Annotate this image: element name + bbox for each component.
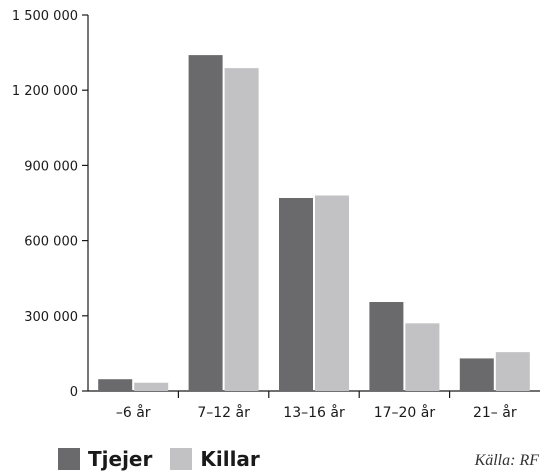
legend-label-killar: Killar — [200, 447, 260, 471]
y-tick-label: 300 000 — [24, 310, 78, 325]
bar-tjejer-3 — [369, 302, 404, 391]
bars-group — [98, 55, 530, 392]
x-axis: –6 år 7–12 år 13–16 år 17–20 år 21– år — [88, 390, 540, 421]
legend-swatch-tjejer — [58, 448, 80, 470]
bar-tjejer-0 — [98, 379, 133, 391]
legend-swatch-killar — [170, 448, 193, 470]
x-tick-label: 21– år — [473, 404, 517, 421]
bar-tjejer-4 — [459, 358, 494, 391]
y-tick-label: 900 000 — [24, 159, 78, 174]
y-axis: 0 300 000 600 000 900 000 1 200 000 1 500 000 — [12, 9, 89, 400]
bar-killar-2 — [315, 195, 349, 391]
source-label: Källa: RF — [474, 452, 539, 469]
x-tick-label: 13–16 år — [283, 404, 345, 421]
legend-item-tjejer: Tjejer — [58, 447, 152, 471]
bar-chart: 0 300 000 600 000 900 000 1 200 000 1 500 000… — [12, 9, 540, 421]
bar-killar-3 — [405, 323, 440, 391]
y-tick-label: 1 200 000 — [12, 84, 78, 99]
y-tick-label: 600 000 — [24, 235, 78, 250]
y-tick-label: 1 500 000 — [12, 9, 78, 24]
legend-item-killar: Killar — [170, 447, 260, 471]
bar-killar-1 — [224, 68, 259, 392]
y-tick-label: 0 — [70, 385, 78, 400]
legend-label-tjejer: Tjejer — [88, 447, 153, 471]
bar-tjejer-2 — [279, 197, 313, 391]
bar-killar-4 — [495, 352, 530, 391]
x-tick-label: 7–12 år — [197, 404, 250, 421]
legend: Tjejer Killar — [58, 447, 278, 471]
bar-killar-0 — [134, 382, 169, 391]
x-tick-label: –6 år — [116, 404, 151, 421]
bar-tjejer-1 — [188, 55, 223, 392]
x-tick-label: 17–20 år — [374, 404, 436, 421]
